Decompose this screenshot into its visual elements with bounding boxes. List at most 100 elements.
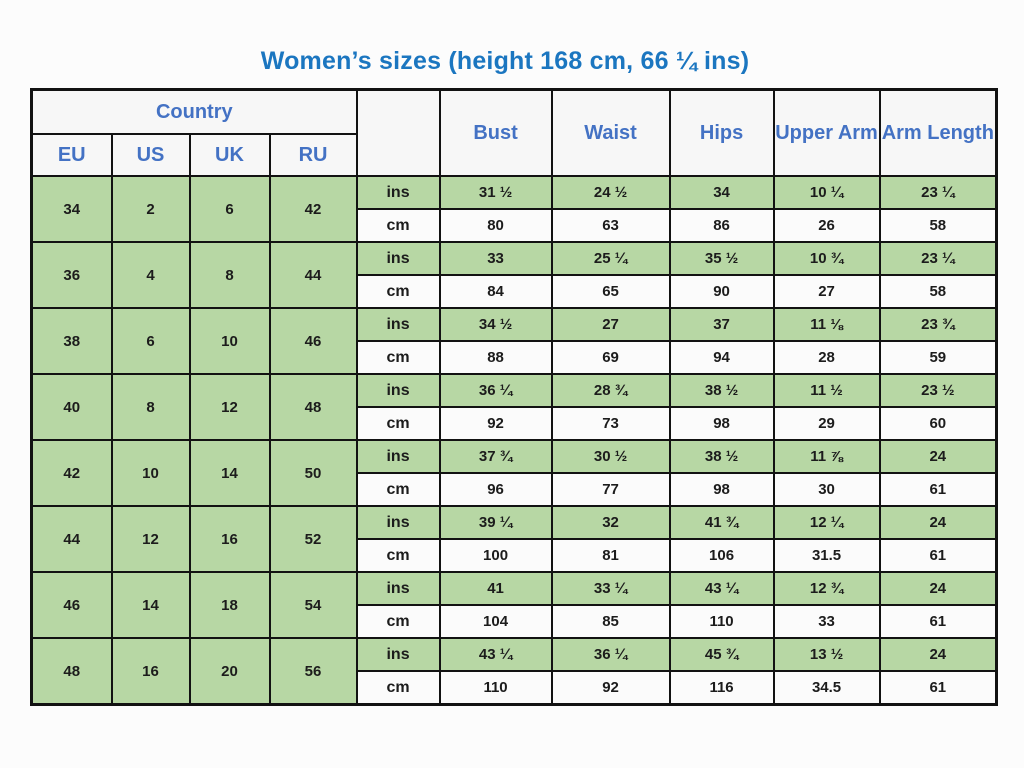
ins-value-cell: 12 ¼ (772, 505, 881, 540)
size-cell-eu: 40 (30, 373, 113, 441)
ins-value-cell: 36 ¼ (438, 373, 553, 408)
size-cell-eu: 36 (30, 241, 113, 309)
cm-value-cell: 27 (772, 274, 881, 309)
cm-value-cell: 61 (878, 472, 998, 507)
column-header-uk: UK (188, 133, 271, 177)
cm-value-cell: 100 (438, 538, 553, 573)
cm-value-cell: 84 (438, 274, 553, 309)
unit-label-ins: ins (355, 241, 441, 276)
ins-value-cell: 32 (550, 505, 671, 540)
unit-label-cm: cm (355, 208, 441, 243)
size-cell-uk: 10 (188, 307, 271, 375)
unit-label-ins: ins (355, 175, 441, 210)
cm-value-cell: 63 (550, 208, 671, 243)
column-header-hips: Hips (668, 88, 775, 177)
size-cell-uk: 12 (188, 373, 271, 441)
cm-value-cell: 61 (878, 670, 998, 706)
size-cell-ru: 56 (268, 637, 358, 706)
ins-value-cell: 27 (550, 307, 671, 342)
cm-value-cell: 77 (550, 472, 671, 507)
table-row-cm: cm 110 92 116 34.5 61 (32, 670, 998, 706)
size-cell-eu: 34 (30, 175, 113, 243)
unit-column-header (355, 88, 441, 177)
size-cell-uk: 8 (188, 241, 271, 309)
cm-value-cell: 116 (668, 670, 775, 706)
cm-value-cell: 60 (878, 406, 998, 441)
size-chart-table: Country Bust Waist Hips Upper Arm Arm Le… (30, 88, 999, 706)
ins-value-cell: 36 ¼ (550, 637, 671, 672)
page-title: Women’s sizes (height 168 cm, 66 ¼ ins) (260, 47, 750, 75)
size-cell-uk: 16 (188, 505, 271, 573)
ins-value-cell: 11 ⅞ (772, 439, 881, 474)
table-row-ins: 46 14 18 54 ins 41 33 ¼ 43 ¼ 12 ¾ 24 (30, 571, 998, 639)
ins-value-cell: 43 ¼ (668, 571, 775, 606)
ins-value-cell: 35 ½ (668, 241, 775, 276)
ins-value-cell: 24 (878, 571, 998, 606)
cm-value-cell: 65 (550, 274, 671, 309)
ins-value-cell: 25 ¼ (550, 241, 671, 276)
size-cell-us: 8 (110, 373, 191, 441)
cm-value-cell: 98 (668, 472, 775, 507)
ins-value-cell: 11 ⅛ (772, 307, 881, 342)
size-cell-ru: 54 (268, 571, 358, 639)
column-header-us: US (110, 133, 191, 177)
ins-value-cell: 23 ¼ (878, 175, 998, 210)
cm-value-cell: 33 (772, 604, 881, 639)
unit-label-ins: ins (355, 439, 441, 474)
column-header-eu: EU (30, 133, 113, 177)
table-row-ins: 44 12 16 52 ins 39 ¼ 32 41 ¾ 12 ¼ 24 (30, 505, 998, 573)
size-cell-us: 6 (110, 307, 191, 375)
size-cell-uk: 6 (188, 175, 271, 243)
header-row-regions: EU US UK RU (30, 133, 997, 177)
size-cell-eu: 38 (30, 307, 113, 375)
table-row-cm: cm 100 81 106 31.5 61 (32, 538, 998, 573)
size-cell-eu: 46 (30, 571, 113, 639)
column-header-bust: Bust (438, 88, 553, 177)
size-cell-ru: 46 (268, 307, 358, 375)
ins-value-cell: 41 ¾ (668, 505, 775, 540)
cm-value-cell: 92 (438, 406, 553, 441)
cm-value-cell: 92 (550, 670, 671, 706)
size-cell-us: 14 (110, 571, 191, 639)
ins-value-cell: 33 ¼ (550, 571, 671, 606)
ins-value-cell: 37 ¾ (438, 439, 553, 474)
cm-value-cell: 80 (438, 208, 553, 243)
cm-value-cell: 86 (668, 208, 775, 243)
unit-label-ins: ins (355, 571, 441, 606)
unit-label-cm: cm (355, 538, 441, 573)
cm-value-cell: 110 (438, 670, 553, 706)
table-row-cm: cm 92 73 98 29 60 (32, 406, 998, 441)
cm-value-cell: 61 (878, 538, 998, 573)
size-cell-eu: 44 (30, 505, 113, 573)
table-row-ins: 34 2 6 42 ins 31 ½ 24 ½ 34 10 ¼ 23 ¼ (30, 175, 998, 243)
ins-value-cell: 28 ¾ (550, 373, 671, 408)
column-header-arm-length: Arm Length (878, 88, 998, 177)
size-cell-us: 2 (110, 175, 191, 243)
ins-value-cell: 33 (438, 241, 553, 276)
ins-value-cell: 30 ½ (550, 439, 671, 474)
cm-value-cell: 104 (438, 604, 553, 639)
ins-value-cell: 23 ¼ (878, 241, 998, 276)
ins-value-cell: 24 ½ (550, 175, 671, 210)
cm-value-cell: 31.5 (772, 538, 881, 573)
cm-value-cell: 106 (668, 538, 775, 573)
unit-label-ins: ins (355, 373, 441, 408)
table-row-ins: 42 10 14 50 ins 37 ¾ 30 ½ 38 ½ 11 ⅞ 24 (30, 439, 998, 507)
column-header-upper-arm: Upper Arm (772, 88, 881, 177)
cm-value-cell: 85 (550, 604, 671, 639)
table-row-cm: cm 88 69 94 28 59 (32, 340, 998, 375)
cm-value-cell: 26 (772, 208, 881, 243)
size-cell-uk: 20 (188, 637, 271, 706)
unit-label-cm: cm (355, 472, 441, 507)
cm-value-cell: 61 (878, 604, 998, 639)
ins-value-cell: 45 ¾ (668, 637, 775, 672)
table-row-ins: 40 8 12 48 ins 36 ¼ 28 ¾ 38 ½ 11 ½ 23 ½ (30, 373, 998, 441)
unit-label-ins: ins (355, 505, 441, 540)
ins-value-cell: 10 ¾ (772, 241, 881, 276)
size-cell-us: 12 (110, 505, 191, 573)
column-header-ru: RU (268, 133, 358, 177)
column-header-waist: Waist (550, 88, 671, 177)
ins-value-cell: 38 ½ (668, 373, 775, 408)
ins-value-cell: 38 ½ (668, 439, 775, 474)
ins-value-cell: 39 ¼ (438, 505, 553, 540)
